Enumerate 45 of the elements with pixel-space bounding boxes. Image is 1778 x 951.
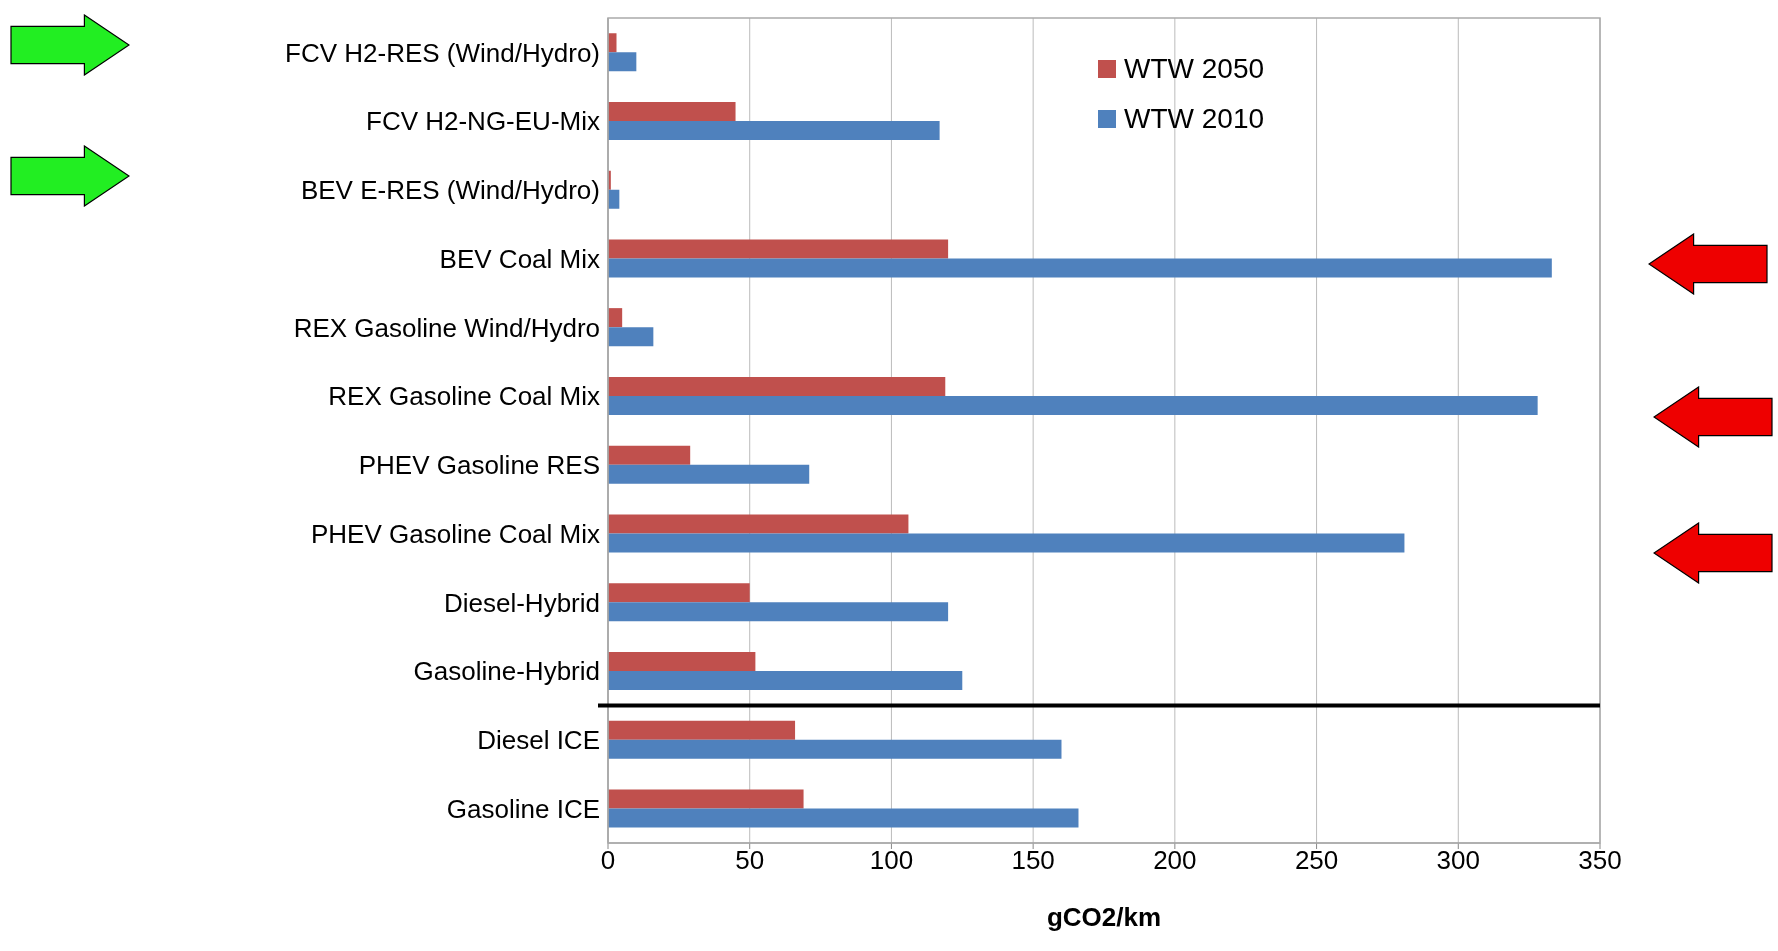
y-tick-label: BEV E-RES (Wind/Hydro)	[300, 175, 600, 206]
y-tick-label: Diesel ICE	[477, 725, 600, 756]
bar	[608, 445, 691, 465]
bar	[608, 327, 654, 347]
bar	[608, 308, 623, 328]
bar	[608, 739, 1062, 759]
y-tick-label: FCV H2-NG-EU-Mix	[366, 106, 600, 137]
x-tick-label: 250	[1294, 845, 1339, 876]
x-tick-label: 100	[869, 845, 914, 876]
y-tick-label: Diesel-Hybrid	[443, 587, 600, 618]
legend-label: WTW 2010	[1123, 103, 1265, 135]
y-tick-label: Gasoline-Hybrid	[413, 656, 600, 687]
bar	[608, 101, 736, 121]
y-tick-label: PHEV Gasoline RES	[358, 450, 600, 481]
bar	[608, 514, 909, 534]
y-tick-label: Gasoline ICE	[446, 793, 600, 824]
bar	[608, 533, 1405, 553]
bar	[608, 583, 750, 603]
y-tick-label: REX Gasoline Wind/Hydro	[293, 312, 600, 343]
x-tick-label: 0	[600, 845, 616, 876]
y-tick-label: REX Gasoline Coal Mix	[328, 381, 600, 412]
x-tick-label: 300	[1436, 845, 1480, 876]
bar	[608, 239, 949, 259]
bar	[608, 258, 1552, 278]
bar	[608, 464, 810, 484]
y-tick-label: PHEV Gasoline Coal Mix	[311, 518, 600, 549]
legend-label: WTW 2050	[1123, 53, 1265, 85]
bar	[608, 395, 1538, 415]
y-tick-label: FCV H2-RES (Wind/Hydro)	[285, 37, 600, 68]
bar	[608, 33, 617, 53]
bar	[608, 670, 963, 690]
bar	[608, 52, 637, 72]
x-tick-label: 350	[1578, 845, 1622, 876]
bar	[608, 602, 949, 622]
x-axis-title: gCO2/km	[1046, 902, 1162, 932]
y-tick-label: BEV Coal Mix	[439, 243, 600, 274]
x-tick-label: 200	[1153, 845, 1197, 876]
bar	[608, 651, 756, 671]
bar	[608, 808, 1079, 828]
bar	[608, 720, 796, 740]
bar	[608, 376, 946, 396]
x-tick-label: 50	[735, 845, 765, 876]
x-tick-label: 150	[1011, 845, 1055, 876]
bar	[608, 120, 940, 140]
bar	[608, 789, 804, 809]
